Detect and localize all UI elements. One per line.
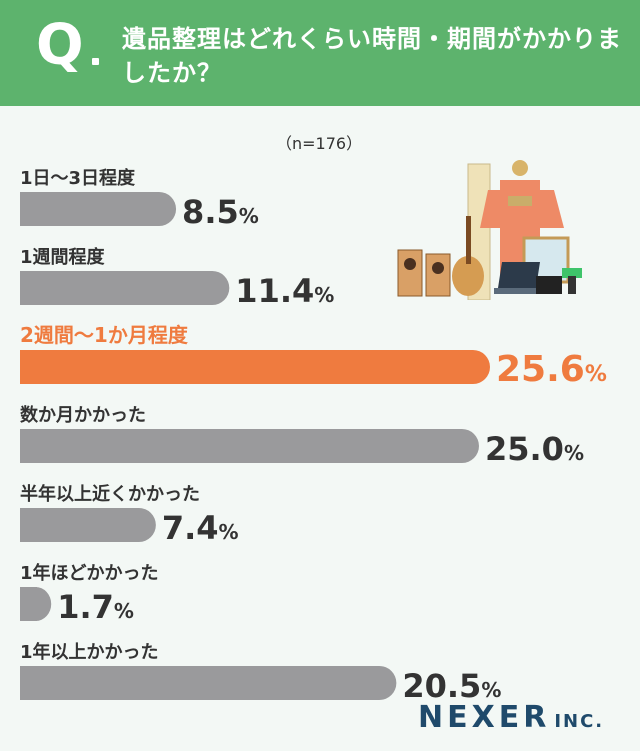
- value-unit: %: [114, 599, 134, 623]
- bar-base: [20, 587, 37, 621]
- value-label: 8.5%: [182, 193, 259, 231]
- value-unit: %: [585, 362, 607, 387]
- bar-base: [20, 429, 37, 463]
- bar: [20, 666, 397, 700]
- question-header: Q 遺品整理はどれくらい時間・期間がかかりましたか？: [0, 0, 640, 106]
- question-text: 遺品整理はどれくらい時間・期間がかかりましたか？: [122, 25, 622, 87]
- keepsakes-illustration: [397, 160, 582, 300]
- value-label: 25.6%: [496, 349, 607, 390]
- drill-icon: [562, 268, 582, 278]
- bar: [20, 192, 177, 226]
- q-mark: Q: [36, 13, 84, 78]
- bar: [20, 508, 156, 542]
- value-unit: %: [564, 441, 584, 465]
- brand-suffix: INC.: [554, 711, 605, 732]
- camera-icon: [536, 276, 562, 294]
- category-label: 半年以上近くかかった: [20, 483, 200, 505]
- nexer-logo: NEXER INC.: [418, 700, 604, 735]
- bar-base: [20, 508, 37, 542]
- category-label: 数か月かかった: [20, 404, 146, 426]
- bar: [20, 429, 479, 463]
- q-dot: [92, 58, 99, 65]
- value-label: 11.4%: [235, 272, 334, 310]
- value-label: 25.0%: [485, 430, 584, 468]
- laptop-icon: [498, 262, 540, 288]
- category-label: 1週間程度: [20, 246, 106, 268]
- value-unit: %: [239, 204, 259, 228]
- value-unit: %: [219, 520, 239, 544]
- speaker-left-icon: [397, 249, 423, 297]
- sample-size-label: （n=176）: [276, 134, 363, 153]
- bar-base: [20, 666, 37, 700]
- category-label: 1年ほどかかった: [20, 562, 159, 584]
- category-label: 1日〜3日程度: [20, 167, 136, 189]
- mannequin-head-icon: [512, 160, 528, 176]
- category-label: 2週間〜1か月程度: [20, 323, 189, 347]
- category-label: 1年以上かかった: [20, 641, 159, 663]
- bar-base: [20, 350, 37, 384]
- value-label: 1.7%: [57, 588, 134, 626]
- value-unit: %: [314, 283, 334, 307]
- bar: [20, 271, 230, 305]
- bar: [20, 350, 490, 384]
- bar-base: [20, 271, 37, 305]
- speaker-right-icon: [425, 253, 451, 297]
- guitar-icon: [452, 256, 484, 296]
- bar-base: [20, 192, 37, 226]
- kimono-sleeves-icon: [480, 190, 564, 228]
- brand-name: NEXER: [418, 700, 551, 735]
- value-unit: %: [481, 678, 501, 702]
- value-label: 7.4%: [162, 509, 239, 547]
